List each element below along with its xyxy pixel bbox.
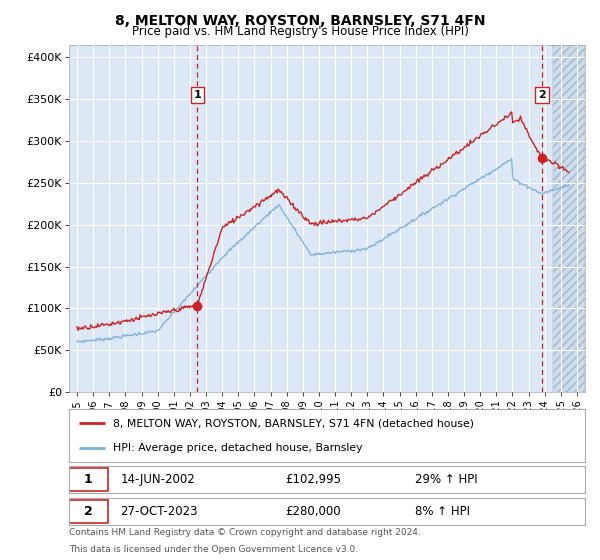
Bar <box>553 45 585 392</box>
FancyBboxPatch shape <box>69 468 108 492</box>
FancyBboxPatch shape <box>69 500 108 523</box>
Text: 1: 1 <box>84 473 93 487</box>
Text: 1: 1 <box>193 90 201 100</box>
Text: Price paid vs. HM Land Registry's House Price Index (HPI): Price paid vs. HM Land Registry's House … <box>131 25 469 38</box>
Text: HPI: Average price, detached house, Barnsley: HPI: Average price, detached house, Barn… <box>113 442 362 452</box>
Text: This data is licensed under the Open Government Licence v3.0.: This data is licensed under the Open Gov… <box>69 545 358 554</box>
Bar <box>553 45 585 392</box>
Text: £280,000: £280,000 <box>286 505 341 518</box>
Text: 2: 2 <box>84 505 93 518</box>
Text: 14-JUN-2002: 14-JUN-2002 <box>121 473 196 487</box>
Text: 27-OCT-2023: 27-OCT-2023 <box>121 505 198 518</box>
Text: £102,995: £102,995 <box>286 473 342 487</box>
Text: 29% ↑ HPI: 29% ↑ HPI <box>415 473 478 487</box>
Text: 8, MELTON WAY, ROYSTON, BARNSLEY, S71 4FN: 8, MELTON WAY, ROYSTON, BARNSLEY, S71 4F… <box>115 14 485 28</box>
Text: 8% ↑ HPI: 8% ↑ HPI <box>415 505 470 518</box>
Text: 2: 2 <box>538 90 546 100</box>
Text: 8, MELTON WAY, ROYSTON, BARNSLEY, S71 4FN (detached house): 8, MELTON WAY, ROYSTON, BARNSLEY, S71 4F… <box>113 418 474 428</box>
Text: Contains HM Land Registry data © Crown copyright and database right 2024.: Contains HM Land Registry data © Crown c… <box>69 528 421 536</box>
